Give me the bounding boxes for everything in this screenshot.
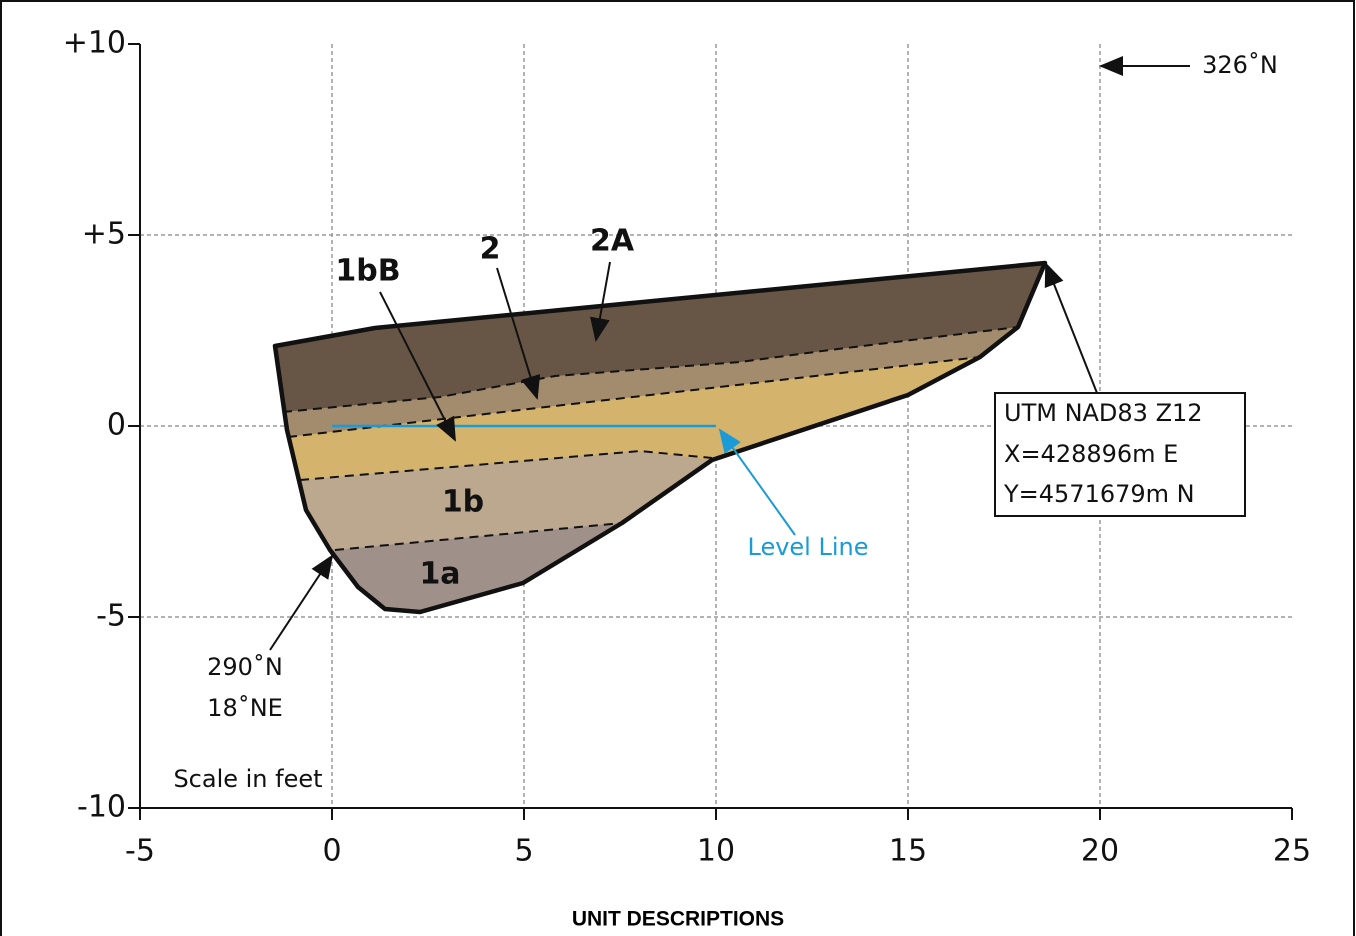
scale-note: Scale in feet xyxy=(173,765,322,793)
y-tick-label: +10 xyxy=(63,26,126,61)
unit-label: 1a xyxy=(419,557,460,592)
strata xyxy=(250,250,1070,630)
x-tick-label: 15 xyxy=(889,834,927,869)
y-tick-label: -5 xyxy=(96,599,126,634)
x-tick-label: 10 xyxy=(697,834,735,869)
unit-label: 1b xyxy=(442,485,484,520)
profile-diagram: +10 +5 0 -5 -10 -5 0 5 10 15 20 25 1bB 2 2A 1b 1a L… xyxy=(0,0,1356,936)
dip-label: 18˚NE xyxy=(207,694,283,722)
location-line: UTM NAD83 Z12 xyxy=(1004,399,1203,427)
location-line: Y=4571679m N xyxy=(1003,480,1195,508)
unit-label: 2 xyxy=(480,232,501,267)
arrow xyxy=(1046,264,1097,393)
y-tick-label: +5 xyxy=(82,217,126,252)
x-tick-label: 20 xyxy=(1081,834,1119,869)
unit-label: 2A xyxy=(590,224,635,259)
x-tick-label: 0 xyxy=(322,834,341,869)
unit-label: 1bB xyxy=(335,254,400,289)
x-tick-label: -5 xyxy=(125,834,155,869)
x-tick-label: 25 xyxy=(1273,834,1311,869)
x-tick-label: 5 xyxy=(514,834,533,869)
strike-label: 290˚N xyxy=(207,653,283,681)
arrow xyxy=(270,556,332,650)
location-line: X=428896m E xyxy=(1004,440,1178,468)
north-label: 326˚N xyxy=(1202,51,1278,79)
level-line-label: Level Line xyxy=(748,533,869,561)
section-title: UNIT DESCRIPTIONS xyxy=(572,908,784,931)
y-tick-label: 0 xyxy=(107,408,126,443)
y-tick-label: -10 xyxy=(77,790,126,825)
